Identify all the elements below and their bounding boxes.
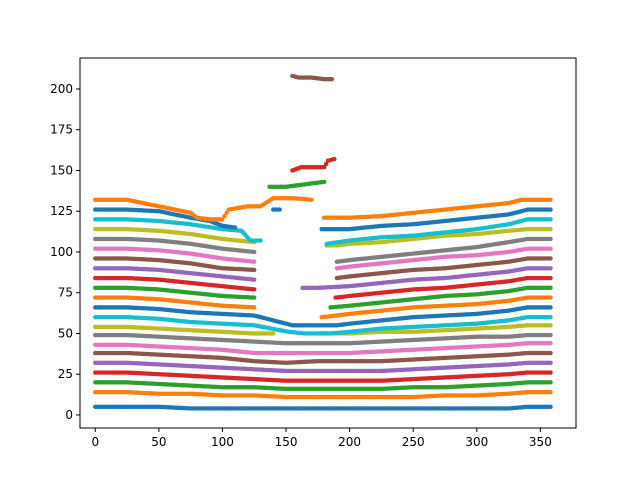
- series-2: [93, 380, 553, 392]
- series-1: [93, 389, 553, 400]
- series-11: [93, 295, 553, 320]
- data-point: [548, 197, 553, 203]
- series-20: [93, 207, 553, 232]
- series-12: [93, 285, 553, 310]
- data-point: [220, 217, 225, 222]
- data-point: [258, 238, 263, 243]
- data-point: [252, 267, 257, 273]
- series-5: [93, 350, 553, 366]
- series-7: [93, 332, 553, 346]
- data-point: [548, 380, 553, 385]
- series-22: [267, 179, 327, 189]
- series-15: [93, 256, 553, 281]
- data-point: [548, 266, 553, 271]
- data-point: [548, 275, 553, 281]
- data-point: [548, 256, 553, 261]
- data-point: [548, 350, 553, 356]
- data-point: [252, 259, 257, 264]
- series-13: [93, 275, 553, 300]
- data-point: [548, 389, 553, 395]
- data-point: [548, 217, 553, 222]
- series-0: [93, 404, 553, 411]
- data-point: [548, 404, 553, 410]
- series-17: [93, 236, 553, 264]
- data-point: [548, 323, 553, 328]
- data-point: [232, 225, 238, 230]
- series-21: [93, 195, 553, 222]
- series-4: [93, 360, 553, 374]
- series-10: [93, 305, 553, 328]
- data-point: [252, 295, 257, 300]
- data-point: [548, 370, 553, 375]
- data-point: [252, 305, 257, 310]
- data-point: [252, 287, 257, 292]
- data-point: [548, 246, 553, 251]
- data-point: [222, 213, 227, 219]
- data-point: [224, 210, 229, 216]
- series-6: [93, 341, 553, 356]
- data-point: [548, 226, 553, 232]
- data-point: [548, 360, 553, 366]
- series-14: [93, 266, 553, 291]
- series-points: [93, 73, 553, 411]
- data-point: [252, 249, 257, 255]
- series-19: [93, 217, 553, 247]
- data-point: [548, 207, 553, 212]
- data-point: [548, 314, 553, 320]
- data-point: [548, 295, 553, 300]
- data-point: [277, 207, 282, 212]
- data-point: [548, 285, 553, 291]
- data-point: [548, 236, 553, 242]
- data-point: [548, 305, 553, 310]
- data-point: [271, 331, 276, 336]
- series-16: [93, 246, 553, 271]
- series-9: [93, 314, 553, 336]
- data-point: [252, 277, 257, 282]
- data-point: [548, 332, 553, 338]
- data-point: [548, 341, 553, 346]
- series-3: [93, 370, 553, 383]
- data-point: [309, 197, 314, 203]
